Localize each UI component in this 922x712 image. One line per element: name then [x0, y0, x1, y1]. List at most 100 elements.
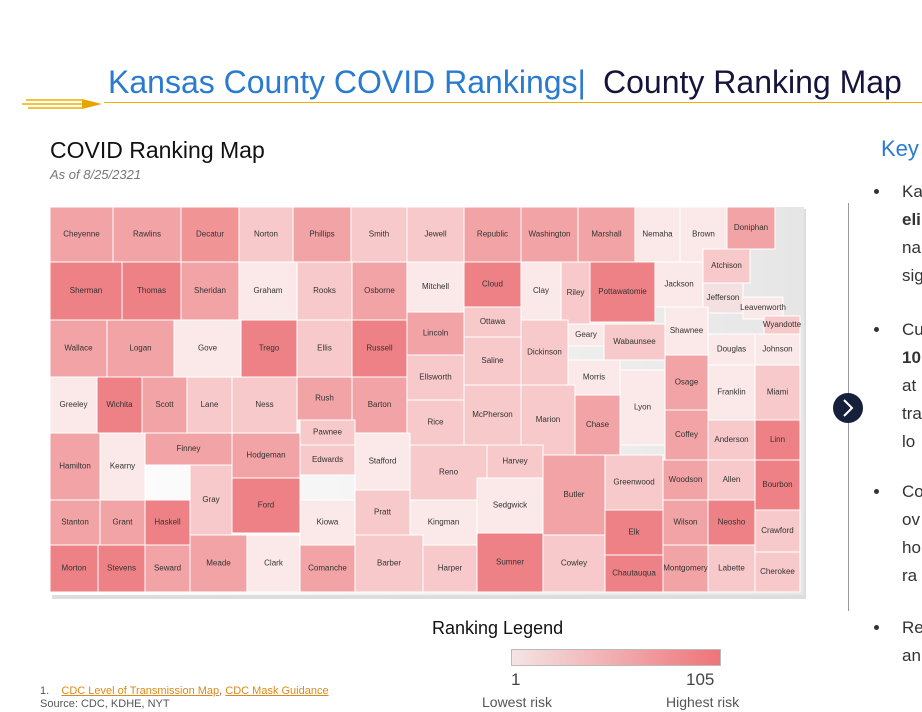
county-label: Butler	[564, 490, 585, 499]
bullet	[874, 489, 879, 494]
county-label: Kearny	[110, 462, 135, 471]
county	[354, 489, 411, 536]
link[interactable]: CDC Mask Guidance	[225, 685, 329, 697]
county	[634, 206, 681, 263]
county	[742, 296, 784, 320]
county-label: Sherman	[70, 286, 102, 295]
county-label: Morris	[583, 373, 605, 382]
county-label: Mitchell	[422, 282, 449, 291]
county	[246, 534, 301, 593]
county-label: Miami	[767, 388, 789, 397]
county-label: Gray	[202, 495, 219, 504]
county-label: Norton	[254, 230, 278, 239]
county	[476, 532, 544, 593]
map-date: As of 8/25/2321	[50, 167, 142, 182]
county-label: Ellis	[317, 344, 332, 353]
county-label: Sedgwick	[493, 501, 528, 510]
county-label: Wyandotte	[763, 320, 802, 329]
county-label: Barber	[377, 559, 401, 568]
county	[754, 333, 801, 366]
source: Source: CDC, KDHE, NYT	[40, 698, 170, 710]
next-button[interactable]	[832, 392, 864, 424]
county-label: Kiowa	[317, 518, 339, 527]
county-label: Clark	[264, 559, 284, 568]
map-title: COVID Ranking Map	[50, 137, 265, 163]
county-label: Decatur	[196, 230, 224, 239]
title-rule	[104, 102, 922, 103]
legend-max: 105	[686, 670, 715, 689]
county	[542, 534, 606, 593]
separator: ,	[219, 685, 226, 697]
key-text: ra	[902, 566, 918, 585]
key-text: Ka	[902, 182, 922, 201]
county-label: Douglas	[717, 345, 746, 354]
county	[520, 319, 569, 386]
county-label: Wichita	[106, 400, 133, 409]
county-label: Phillips	[309, 230, 334, 239]
county-label: Hodgeman	[246, 451, 285, 460]
county-label: Ellsworth	[419, 373, 451, 382]
county-label: Pottawatomie	[598, 287, 647, 296]
county-label: Greeley	[59, 400, 87, 409]
county	[144, 544, 191, 593]
county-label: Harper	[438, 564, 463, 573]
county-label: Reno	[439, 468, 459, 477]
county	[49, 261, 123, 321]
county-label: Rush	[315, 394, 334, 403]
subtitle: County Ranking Map	[603, 64, 902, 100]
county	[664, 354, 709, 411]
county-label: Osage	[675, 378, 699, 387]
county	[231, 376, 298, 434]
county-label: Rooks	[313, 286, 336, 295]
county-label: Graham	[254, 286, 283, 295]
county-label: Scott	[155, 400, 174, 409]
county-label: Cherokee	[760, 567, 795, 576]
footnote: 1. CDC Level of Transmission Map, CDC Ma…	[40, 685, 329, 697]
county	[99, 432, 146, 501]
county-label: Brown	[692, 230, 715, 239]
county-label: Edwards	[312, 455, 343, 464]
key-text: Re	[902, 618, 922, 637]
county-label: Franklin	[717, 388, 745, 397]
county-label: Marshall	[591, 230, 621, 239]
county-label: Anderson	[714, 435, 748, 444]
county-label: Jefferson	[707, 293, 740, 302]
legend-min-label: Lowest risk	[482, 694, 553, 710]
county	[574, 394, 621, 456]
key-text: Co	[902, 482, 922, 501]
legend-min: 1	[511, 670, 521, 689]
county-label: Pawnee	[313, 428, 342, 437]
county	[707, 333, 756, 366]
county-label: Linn	[770, 435, 785, 444]
bullet	[874, 625, 879, 630]
county	[121, 261, 182, 321]
county-label: Chase	[586, 420, 610, 429]
county	[726, 206, 776, 250]
county	[754, 509, 801, 553]
link[interactable]: CDC Level of Transmission Map	[61, 685, 220, 697]
county	[520, 261, 562, 321]
county-label: Osborne	[364, 286, 395, 295]
county-label: Russell	[366, 344, 392, 353]
county-label: Cheyenne	[63, 230, 100, 239]
key-text: lo	[902, 432, 916, 451]
county	[707, 544, 756, 593]
county	[463, 384, 522, 446]
county	[707, 499, 756, 546]
key-title: Key	[881, 136, 919, 161]
county	[604, 454, 664, 511]
legend-gradient	[511, 649, 721, 666]
bullet	[874, 327, 879, 332]
county	[406, 261, 465, 313]
county-label: Jackson	[664, 280, 693, 289]
county	[189, 534, 248, 593]
county-label: Pratt	[374, 508, 392, 517]
county	[754, 551, 801, 593]
county-label: Wabaunsee	[613, 337, 656, 346]
county-label: Kingman	[428, 518, 460, 527]
county	[589, 261, 656, 323]
county	[238, 261, 298, 321]
county-label: Lyon	[634, 403, 651, 412]
legend-title: Ranking Legend	[432, 618, 564, 638]
